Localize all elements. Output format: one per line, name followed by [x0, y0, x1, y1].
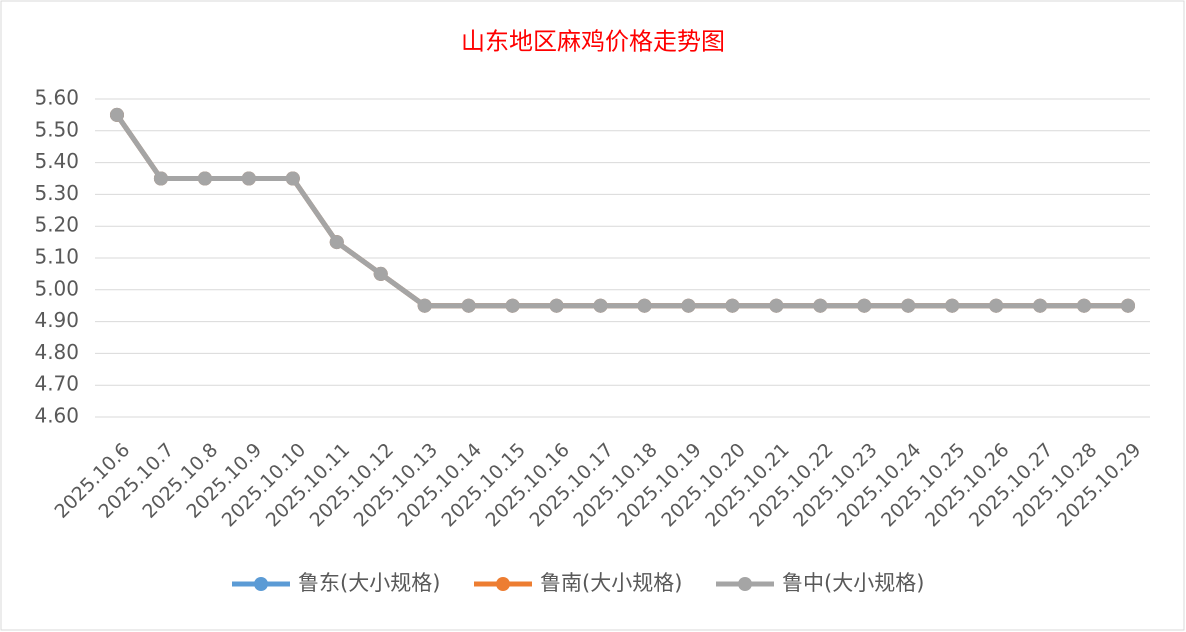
y-tick-label: 4.70: [34, 372, 79, 396]
data-point: [813, 298, 828, 313]
data-point: [989, 298, 1004, 313]
data-point: [153, 171, 168, 186]
y-tick-label: 4.60: [34, 404, 79, 428]
data-point: [197, 171, 212, 186]
legend-label: 鲁南(大小规格): [540, 571, 682, 595]
data-point: [109, 107, 124, 122]
legend-marker: [496, 577, 510, 591]
legend-label: 鲁东(大小规格): [298, 571, 440, 595]
data-point: [373, 266, 388, 281]
data-point: [1077, 298, 1092, 313]
data-point: [241, 171, 256, 186]
chart-title: 山东地区麻鸡价格走势图: [461, 28, 725, 56]
y-tick-label: 5.20: [34, 213, 79, 237]
data-point: [1033, 298, 1048, 313]
data-point: [505, 298, 520, 313]
data-point: [329, 235, 344, 250]
y-tick-label: 5.10: [34, 245, 79, 269]
legend-marker: [254, 577, 268, 591]
data-point: [637, 298, 652, 313]
data-point: [857, 298, 872, 313]
data-point: [901, 298, 916, 313]
y-tick-label: 4.80: [34, 340, 79, 364]
data-point: [1121, 298, 1136, 313]
data-point: [593, 298, 608, 313]
legend-item: 鲁中(大小规格): [716, 571, 924, 595]
y-tick-label: 4.90: [34, 308, 79, 332]
y-tick-label: 5.60: [34, 86, 79, 110]
data-point: [417, 298, 432, 313]
legend-marker: [738, 577, 752, 591]
data-point: [769, 298, 784, 313]
y-tick-label: 5.00: [34, 276, 79, 300]
y-tick-label: 5.50: [34, 117, 79, 141]
series-line: [114, 113, 1129, 309]
y-tick-label: 5.40: [34, 149, 79, 173]
legend-label: 鲁中(大小规格): [782, 571, 924, 595]
data-point: [461, 298, 476, 313]
legend-item: 鲁南(大小规格): [474, 571, 682, 595]
legend-item: 鲁东(大小规格): [232, 571, 440, 595]
y-tick-label: 5.30: [34, 181, 79, 205]
data-point: [725, 298, 740, 313]
data-point: [549, 298, 564, 313]
data-point: [285, 171, 300, 186]
data-point: [681, 298, 696, 313]
data-point: [945, 298, 960, 313]
